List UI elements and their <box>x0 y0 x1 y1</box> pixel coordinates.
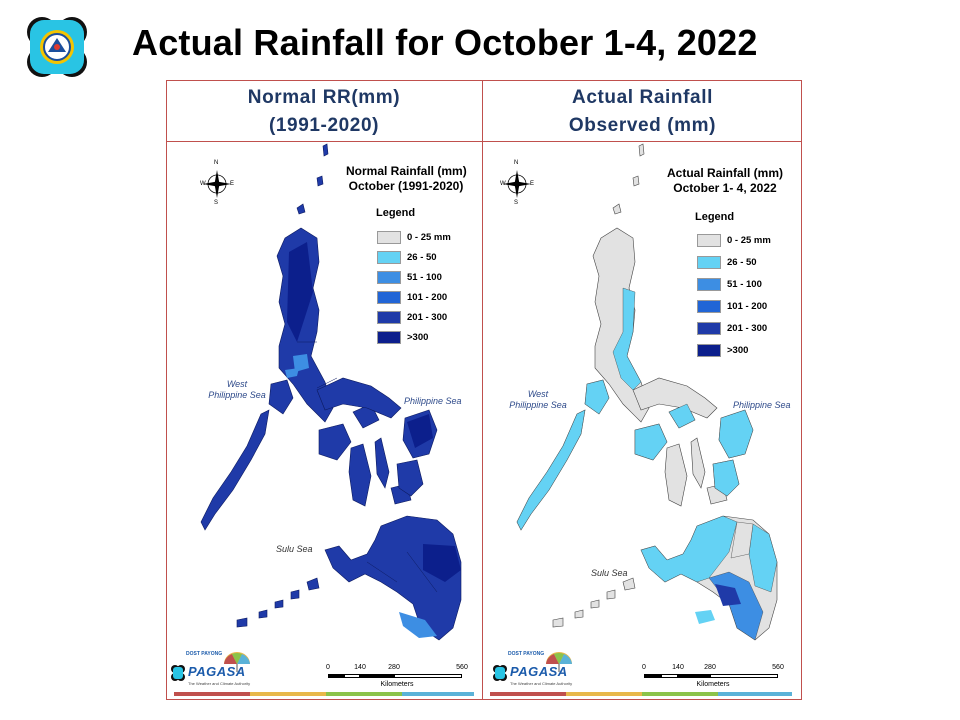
pagasa-mark-icon <box>171 665 185 681</box>
legend-swatch <box>377 331 401 344</box>
pagasa-umbrella-icon <box>546 652 572 672</box>
header-divider <box>166 141 802 142</box>
compass-w-label: W <box>500 181 506 187</box>
legend-swatch <box>377 311 401 324</box>
legend-swatch <box>377 291 401 304</box>
right-header-line1: Actual Rainfall <box>572 87 713 108</box>
compass-n-label: N <box>514 160 519 166</box>
left-header-line1: Normal RR(mm) <box>247 87 401 108</box>
compass-s-label: S <box>514 200 519 206</box>
legend-swatch <box>697 256 721 269</box>
panel-divider <box>482 80 483 700</box>
pagasa-seal-icon <box>24 14 90 80</box>
page-title: Actual Rainfall for October 1-4, 2022 <box>132 22 758 63</box>
left-panel-header: Normal RR(mm) (1991-2020) <box>166 84 482 140</box>
left-map-title-line1: Normal Rainfall (mm) <box>346 164 467 178</box>
west-philippine-sea-label: West Philippine Sea <box>509 389 567 410</box>
legend-swatch <box>377 251 401 264</box>
legend-swatch <box>377 271 401 284</box>
compass-e-label: E <box>230 181 235 187</box>
left-header-line2: (1991-2020) <box>268 115 380 136</box>
legend-swatch <box>377 231 401 244</box>
pagasa-mark-icon <box>493 665 507 681</box>
right-map-title: Actual Rainfall (mm) October 1- 4, 2022 <box>664 166 786 196</box>
legend-swatch <box>697 322 721 335</box>
legend-title: Legend <box>695 211 735 223</box>
compass-rose-icon: N S W E <box>200 160 235 210</box>
compass-e-label: E <box>530 181 535 187</box>
actual-rainfall-map <box>516 143 778 641</box>
pagasa-umbrella-icon <box>224 652 250 672</box>
comparison-frame <box>166 80 802 700</box>
compass-n-label: N <box>214 160 219 166</box>
west-philippine-sea-label: West Philippine Sea <box>208 379 266 400</box>
compass-rose-icon: N S W E <box>500 160 535 210</box>
left-map-title: Normal Rainfall (mm) October (1991-2020) <box>346 164 467 194</box>
normal-rainfall-map-panel <box>167 142 482 700</box>
legend-swatch <box>697 344 721 357</box>
scale-bar: 0 140 280 560 Kilometers <box>326 664 468 688</box>
compass-w-label: W <box>200 181 206 187</box>
sulu-sea-label: Sulu Sea <box>591 568 628 578</box>
pagasa-brand-right: DOST PAYONG PAGASA The Weather and Clima… <box>492 650 578 694</box>
legend-title: Legend <box>376 207 416 219</box>
legend-swatch <box>697 278 721 291</box>
legend-swatch <box>697 234 721 247</box>
right-header-line2: Observed (mm) <box>568 115 717 136</box>
compass-s-label: S <box>214 200 219 206</box>
scale-bar: 0 140 280 560 Kilometers <box>642 664 784 688</box>
right-map-title-line2: October 1- 4, 2022 <box>673 181 777 195</box>
actual-rainfall-map-panel <box>483 142 801 700</box>
legend-swatch <box>697 300 721 313</box>
philippine-sea-label: Philippine Sea <box>733 400 791 410</box>
philippine-sea-label: Philippine Sea <box>404 396 462 406</box>
sulu-sea-label: Sulu Sea <box>276 544 313 554</box>
left-map-title-line2: October (1991-2020) <box>348 179 464 193</box>
normal-rainfall-map <box>200 143 462 641</box>
right-panel-header: Actual Rainfall Observed (mm) <box>483 84 802 140</box>
pagasa-brand-left: DOST PAYONG PAGASA The Weather and Clima… <box>170 650 256 694</box>
right-map-title-line1: Actual Rainfall (mm) <box>666 166 783 180</box>
